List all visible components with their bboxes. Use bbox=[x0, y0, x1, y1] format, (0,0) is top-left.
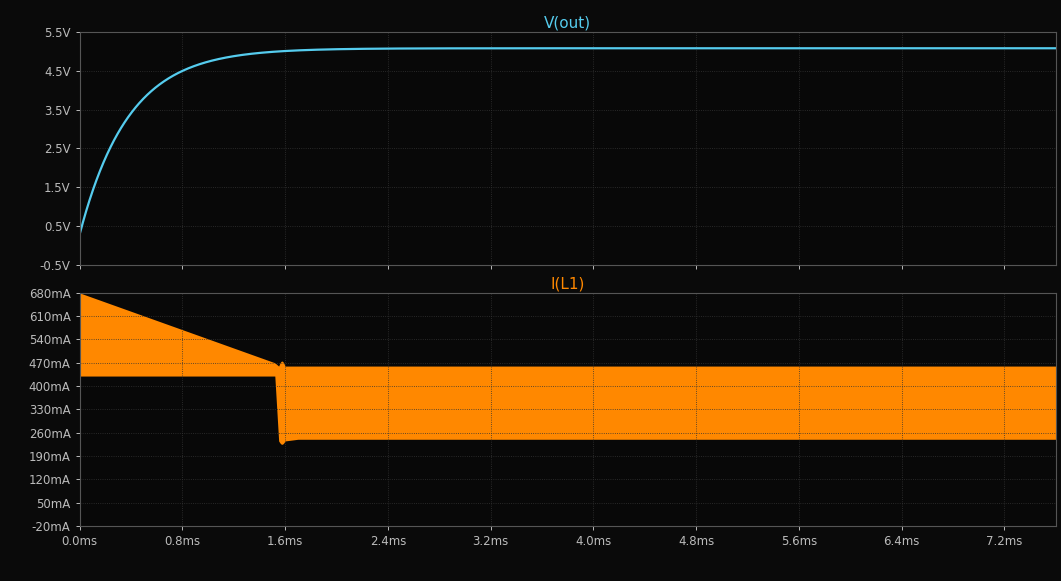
Title: I(L1): I(L1) bbox=[551, 277, 585, 292]
Title: V(out): V(out) bbox=[544, 16, 591, 31]
